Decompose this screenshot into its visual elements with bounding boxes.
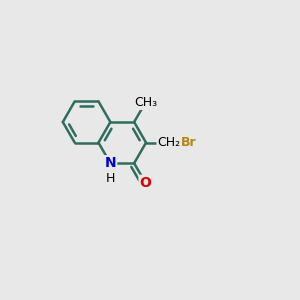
Text: CH₂: CH₂ bbox=[157, 136, 180, 149]
Text: O: O bbox=[140, 176, 152, 190]
Text: N: N bbox=[105, 156, 116, 170]
Text: Br: Br bbox=[181, 136, 197, 149]
Text: CH₃: CH₃ bbox=[134, 96, 157, 109]
Text: H: H bbox=[106, 172, 115, 185]
